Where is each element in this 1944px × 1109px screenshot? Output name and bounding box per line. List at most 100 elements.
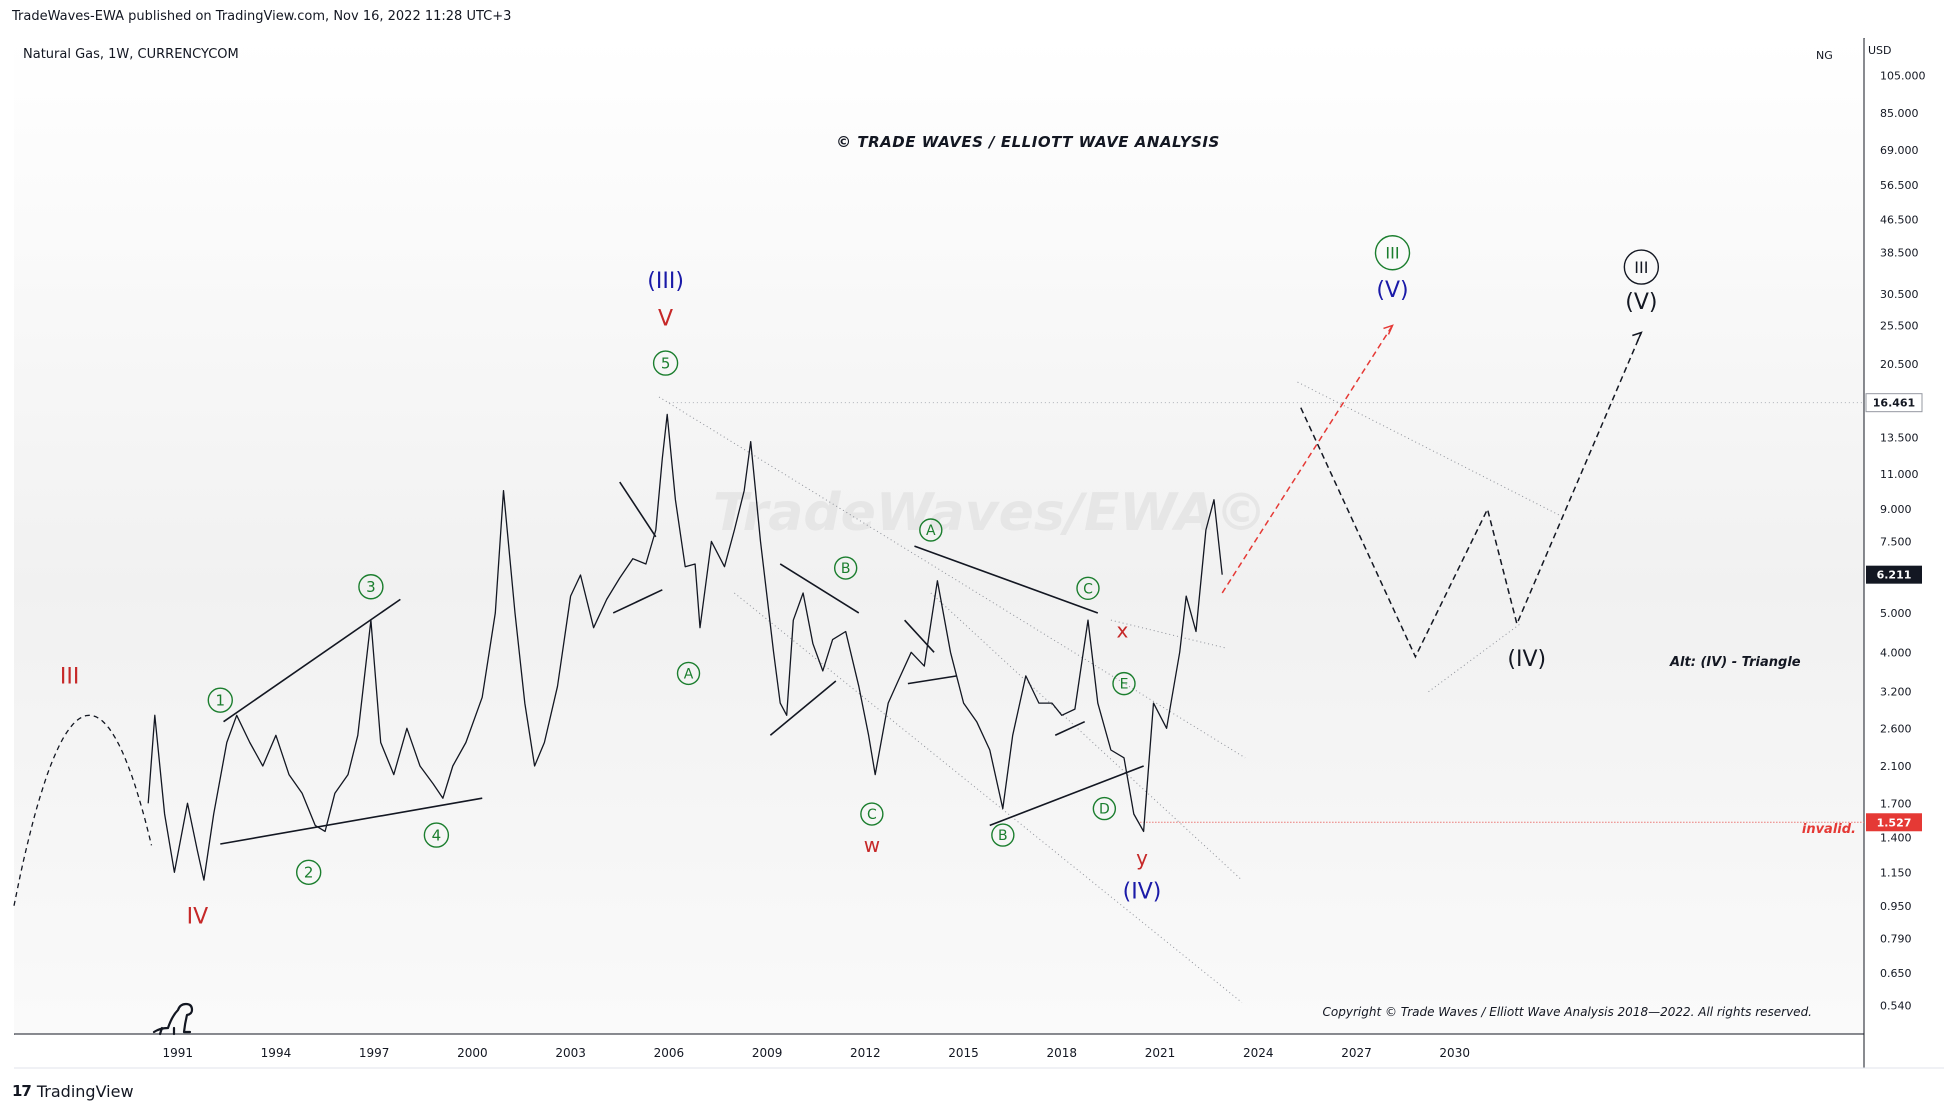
y-tick-label: 0.950	[1880, 900, 1912, 913]
wave-label-w: w	[864, 833, 880, 857]
y-tick-label: 56.500	[1880, 179, 1919, 192]
wave-label-c2: C	[1083, 581, 1093, 597]
wave-label-e2: E	[1120, 677, 1129, 693]
wave-label-iii-paren: (III)	[647, 269, 684, 294]
wave-label-iv-paren-black: (IV)	[1507, 647, 1546, 672]
channel-line	[930, 592, 1243, 881]
wave-label-a1-ring	[676, 661, 701, 686]
footer-brand-label: TradingView	[36, 1081, 134, 1101]
wave-label-minor-1: 1	[216, 692, 226, 710]
y-tick-label: 85.000	[1880, 107, 1919, 120]
alt-triangle-label: Alt: (IV) - Triangle	[1669, 655, 1801, 670]
trendline	[612, 589, 663, 614]
dinosaur-icon	[152, 1002, 194, 1036]
trendline	[914, 545, 1099, 614]
y-tick-label: 0.790	[1880, 933, 1912, 946]
y-tick-label: 69.000	[1880, 144, 1919, 157]
tradingview-logo-icon: 17	[12, 1082, 32, 1100]
y-tick-label: 0.650	[1880, 967, 1912, 980]
wave-label-b1: B	[841, 561, 851, 577]
trendline	[1054, 720, 1086, 736]
wave-label-minor-4: 4	[432, 826, 442, 844]
trendline	[904, 619, 935, 653]
y-tick-label: 3.200	[1880, 686, 1912, 699]
y-tick-label: 46.500	[1880, 213, 1919, 226]
wave-label-c1-ring	[860, 802, 884, 826]
wave-label-x: x	[1116, 619, 1128, 643]
wave-label-a2-ring	[919, 518, 943, 542]
primary-projection-line	[1221, 325, 1394, 594]
x-tick-label: 2012	[850, 1046, 881, 1060]
x-tick-label: 2003	[555, 1046, 586, 1060]
wave-label-c2-ring	[1076, 576, 1100, 600]
y-tick-label: 7.500	[1880, 535, 1912, 548]
wave-label-iii-circled-green-ring	[1374, 235, 1411, 271]
x-tick-label: 2015	[948, 1046, 979, 1060]
x-tick-label: 1994	[261, 1046, 292, 1060]
y-tick-label: 38.500	[1880, 247, 1919, 260]
x-tick-label: 2009	[752, 1046, 783, 1060]
x-tick-label: 2018	[1047, 1046, 1078, 1060]
x-tick-label: 1991	[162, 1046, 193, 1060]
publisher-line: TradeWaves-EWA published on TradingView.…	[12, 9, 512, 24]
symbol-short: NG	[1816, 49, 1833, 62]
wave-label-b2: B	[998, 828, 1008, 844]
y-tick-label: 9.000	[1880, 503, 1912, 516]
copyright-note: Copyright © Trade Waves / Elliott Wave A…	[1323, 1005, 1812, 1019]
wave-label-minor-1-ring	[207, 687, 233, 713]
wave-label-y: y	[1136, 846, 1148, 870]
background-watermark: TradeWaves/EWA©	[713, 483, 1267, 543]
wave-label-v-red: V	[658, 306, 673, 331]
x-tick-label: 1997	[359, 1046, 390, 1060]
wave-label-v-paren-blue: (V)	[1376, 278, 1408, 303]
x-tick-label: 2006	[654, 1046, 685, 1060]
wave-label-iii-red: III	[60, 665, 79, 690]
wave-iii-arc	[13, 714, 153, 906]
y-tick-label: 2.100	[1880, 760, 1912, 773]
wave-label-b1-ring	[833, 556, 858, 580]
wave-label-minor-4-ring	[423, 822, 450, 848]
wave-label-iv-paren: (IV)	[1123, 880, 1162, 905]
currency-label: USD	[1868, 44, 1892, 57]
x-tick-label: 2000	[457, 1046, 488, 1060]
wave-label-iii-circled-black: III	[1634, 258, 1648, 277]
y-tick-label: 30.500	[1880, 288, 1919, 301]
wave-label-minor-5: 5	[661, 354, 671, 372]
primary-projection-arrow	[1383, 324, 1394, 335]
y-tick-label: 1.400	[1880, 832, 1912, 845]
alt-projection-line	[1300, 332, 1642, 659]
trendline	[989, 765, 1144, 827]
wave-label-a1: A	[684, 666, 694, 682]
y-tick-label: 20.500	[1880, 358, 1919, 371]
wave-label-minor-3: 3	[366, 578, 376, 596]
alt-projection-arrow	[1632, 331, 1643, 342]
channel-line	[1297, 381, 1560, 516]
channel-line	[658, 396, 1246, 759]
wave-label-minor-2-ring	[295, 859, 322, 886]
y-tick-label: 13.500	[1880, 432, 1919, 445]
y-tick-label: 105.000	[1880, 70, 1926, 83]
last-price-tag	[1866, 565, 1922, 584]
trendline	[769, 680, 837, 736]
wave-label-d2: D	[1099, 802, 1110, 818]
x-tick-label: 2024	[1243, 1046, 1274, 1060]
y-tick-label: 5.000	[1880, 607, 1912, 620]
wave-label-iii-circled-black-ring	[1623, 249, 1660, 285]
high-level-tag-label: 16.461	[1873, 397, 1915, 410]
wave-label-minor-3-ring	[358, 574, 384, 600]
wave-label-iii-circled-green: III	[1385, 244, 1399, 263]
wave-label-e2-ring	[1112, 671, 1136, 696]
trendline	[619, 481, 657, 538]
wave-label-a2: A	[926, 523, 936, 539]
wave-label-minor-5-ring	[652, 350, 679, 376]
x-tick-label: 2030	[1439, 1046, 1470, 1060]
plot-background	[14, 38, 1864, 1034]
invalidation-tag-label: 1.527	[1877, 816, 1912, 829]
y-tick-label: 25.500	[1880, 319, 1919, 332]
price-series-line[interactable]	[147, 413, 1223, 881]
trendline	[779, 563, 860, 614]
footer-brand[interactable]: 17 TradingView	[12, 1080, 134, 1102]
y-tick-label: 0.540	[1880, 1000, 1912, 1013]
wave-label-b2-ring	[991, 823, 1015, 847]
